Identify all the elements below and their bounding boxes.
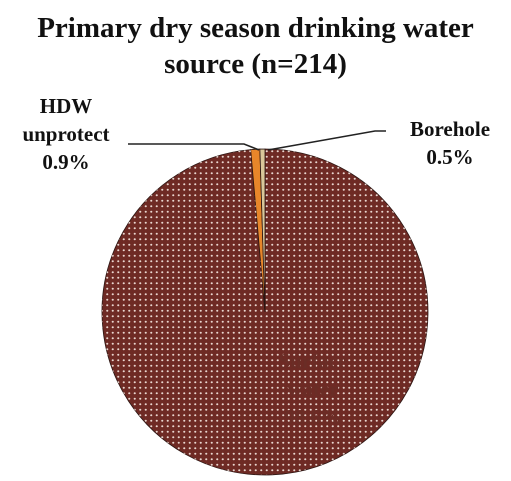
- pie-slice-borehole: [259, 148, 266, 313]
- label-borehole: Borehole 0.5%: [410, 117, 490, 169]
- label-surface-water: Surface water 98.6%: [279, 349, 348, 429]
- chart-title: Primary dry season drinking water source…: [0, 10, 511, 82]
- leader-line-hdw: [128, 143, 260, 151]
- pie-slice-dot-texture: [101, 149, 428, 476]
- pie-texture: [101, 149, 428, 476]
- chart-title-line-2: source (n=214): [164, 48, 347, 80]
- leader-lines: [128, 130, 386, 151]
- leader-line-borehole: [267, 130, 386, 151]
- label-hdw-unprotect: HDW unprotect 0.9%: [22, 94, 109, 174]
- chart-title-line-1: Primary dry season drinking water: [37, 12, 474, 44]
- slice-labels: HDW unprotect 0.9% Borehole 0.5% Surface water…: [22, 94, 490, 429]
